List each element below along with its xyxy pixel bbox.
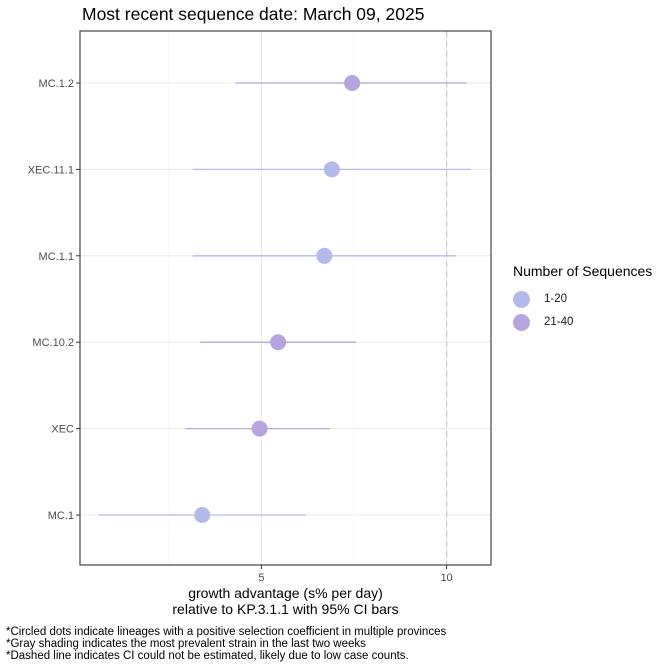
y-tick-label: MC.1 — [48, 510, 74, 522]
legend-item-1-20: 1-20 — [513, 288, 567, 310]
y-tick-label: XEC.11.1 — [28, 164, 74, 176]
legend-label: 1-20 — [544, 293, 568, 305]
legend-label: 21-40 — [544, 316, 574, 328]
legend-swatch-21-40 — [513, 313, 530, 331]
data-point — [251, 420, 268, 437]
data-point — [316, 247, 333, 264]
y-tick-label: MC.10.2 — [32, 337, 74, 349]
plot-border — [79, 30, 492, 566]
plot-panel — [80, 31, 491, 565]
x-axis-label: growth advantage (s% per day) relative t… — [80, 585, 491, 617]
y-tick-label: MC.1.2 — [39, 78, 74, 90]
data-point — [323, 161, 340, 178]
legend-title: Number of Sequences — [513, 263, 653, 279]
data-point — [344, 75, 361, 91]
x-tick-label: 5 — [258, 572, 264, 584]
legend-swatch-1-20 — [513, 290, 530, 308]
y-tick-label: XEC — [51, 424, 74, 436]
footnotes: *Circled dots indicate lineages with a p… — [6, 626, 446, 662]
footnote: *Gray shading indicates the most prevale… — [6, 638, 366, 650]
chart-title: Most recent sequence date: March 09, 202… — [82, 4, 425, 24]
legend-item-21-40: 21-40 — [513, 311, 573, 333]
x-axis-label-line2: relative to KP.3.1.1 with 95% CI bars — [172, 601, 399, 617]
footnote: *Dashed line indicates CI could not be e… — [6, 650, 409, 662]
footnote: *Circled dots indicate lineages with a p… — [6, 626, 447, 638]
data-point — [270, 334, 287, 351]
x-tick-label: 10 — [440, 572, 452, 584]
x-axis-label-line1: growth advantage (s% per day) — [188, 585, 383, 601]
data-point — [194, 507, 211, 523]
y-tick-label: MC.1.1 — [39, 251, 74, 263]
